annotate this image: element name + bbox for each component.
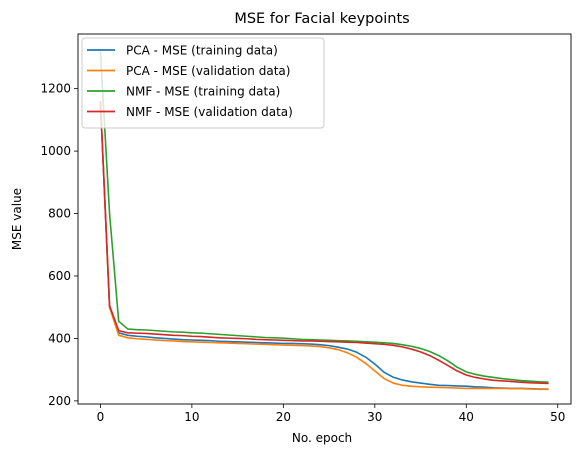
plot-lines — [99, 51, 549, 391]
y-axis-label: MSE value — [10, 188, 24, 250]
legend-label: PCA - MSE (training data) — [126, 44, 278, 58]
series-line-3 — [99, 51, 549, 383]
series-line-1 — [99, 101, 549, 390]
x-tick-label: 20 — [276, 410, 291, 424]
x-axis-label: No. epoch — [292, 431, 352, 445]
chart-title: MSE for Facial keypoints — [234, 11, 409, 27]
y-tick-label: 400 — [48, 331, 71, 345]
legend: PCA - MSE (training data) PCA - MSE (vali… — [81, 37, 325, 129]
series-line-2 — [99, 101, 549, 391]
plot-frame — [77, 33, 572, 405]
legend-label: NMF - MSE (training data) — [126, 85, 280, 99]
y-tick-label: 600 — [48, 269, 71, 283]
axis-ticks: 0 10 20 30 40 50 200 400 600 800 1000 1200 — [40, 82, 565, 424]
y-tick-label: 1000 — [40, 144, 71, 158]
y-tick-label: 800 — [48, 207, 71, 221]
series-line-4 — [99, 101, 549, 385]
x-tick-label: 40 — [459, 410, 474, 424]
x-tick-label: 30 — [367, 410, 382, 424]
x-tick-label: 0 — [97, 410, 105, 424]
x-tick-label: 50 — [550, 410, 565, 424]
legend-box — [81, 37, 325, 129]
y-tick-label: 1200 — [40, 82, 71, 96]
x-tick-label: 10 — [184, 410, 199, 424]
y-tick-label: 200 — [48, 394, 71, 408]
legend-label: NMF - MSE (validation data) — [126, 105, 293, 119]
legend-label: PCA - MSE (validation data) — [126, 64, 290, 78]
